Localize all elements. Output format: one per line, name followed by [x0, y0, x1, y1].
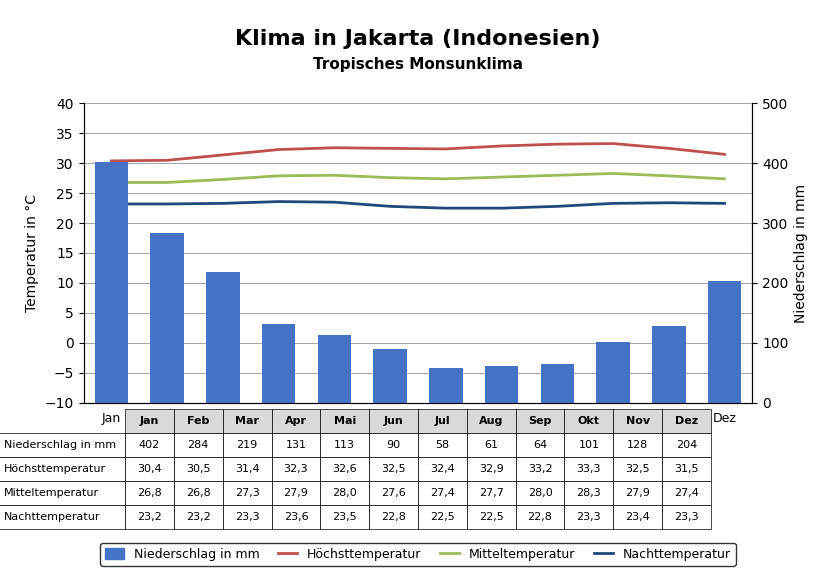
Mitteltemperatur — [162, 179, 172, 186]
Höchsttemperatur — [385, 145, 395, 152]
Mitteltemperatur — [106, 179, 116, 186]
Text: Tropisches Monsunklima: Tropisches Monsunklima — [313, 58, 523, 72]
Höchsttemperatur — [608, 140, 618, 147]
Mitteltemperatur — [553, 172, 563, 179]
Mitteltemperatur — [608, 170, 618, 177]
Y-axis label: Temperatur in °C: Temperatur in °C — [25, 194, 39, 312]
Höchsttemperatur — [720, 151, 730, 158]
Bar — [374, 348, 407, 402]
Bar — [262, 324, 295, 402]
Höchsttemperatur — [273, 146, 283, 153]
Mitteltemperatur — [441, 175, 451, 182]
Nachttemperatur — [664, 200, 674, 206]
Bar — [652, 326, 686, 402]
Bar — [429, 368, 462, 402]
Höchsttemperatur — [162, 157, 172, 164]
Bar — [318, 335, 351, 402]
Nachttemperatur — [329, 199, 339, 206]
Nachttemperatur — [497, 205, 507, 212]
Y-axis label: Niederschlag in mm: Niederschlag in mm — [794, 183, 808, 323]
Text: Klima in Jakarta (Indonesien): Klima in Jakarta (Indonesien) — [235, 29, 601, 49]
Nachttemperatur — [106, 201, 116, 208]
Nachttemperatur — [553, 203, 563, 210]
Höchsttemperatur — [553, 141, 563, 148]
Höchsttemperatur — [218, 151, 228, 158]
Mitteltemperatur — [720, 175, 730, 182]
Nachttemperatur — [608, 200, 618, 207]
Höchsttemperatur — [329, 144, 339, 151]
Bar — [206, 271, 240, 402]
Höchsttemperatur — [497, 143, 507, 150]
Bar — [708, 281, 742, 402]
Nachttemperatur — [273, 198, 283, 205]
Mitteltemperatur — [385, 174, 395, 181]
Bar — [94, 162, 128, 402]
Line: Nachttemperatur: Nachttemperatur — [111, 202, 725, 208]
Line: Mitteltemperatur: Mitteltemperatur — [111, 174, 725, 182]
Bar — [485, 366, 518, 402]
Nachttemperatur — [218, 200, 228, 207]
Mitteltemperatur — [497, 174, 507, 181]
Bar — [150, 233, 184, 402]
Nachttemperatur — [162, 201, 172, 208]
Nachttemperatur — [441, 205, 451, 212]
Nachttemperatur — [720, 200, 730, 207]
Höchsttemperatur — [106, 158, 116, 164]
Bar — [541, 364, 574, 402]
Mitteltemperatur — [329, 172, 339, 179]
Mitteltemperatur — [218, 176, 228, 183]
Nachttemperatur — [385, 203, 395, 210]
Mitteltemperatur — [664, 172, 674, 179]
Legend: Niederschlag in mm, Höchsttemperatur, Mitteltemperatur, Nachttemperatur: Niederschlag in mm, Höchsttemperatur, Mi… — [100, 543, 736, 566]
Line: Höchsttemperatur: Höchsttemperatur — [111, 144, 725, 161]
Höchsttemperatur — [664, 145, 674, 152]
Mitteltemperatur — [273, 172, 283, 179]
Bar — [596, 342, 630, 402]
Höchsttemperatur — [441, 145, 451, 152]
